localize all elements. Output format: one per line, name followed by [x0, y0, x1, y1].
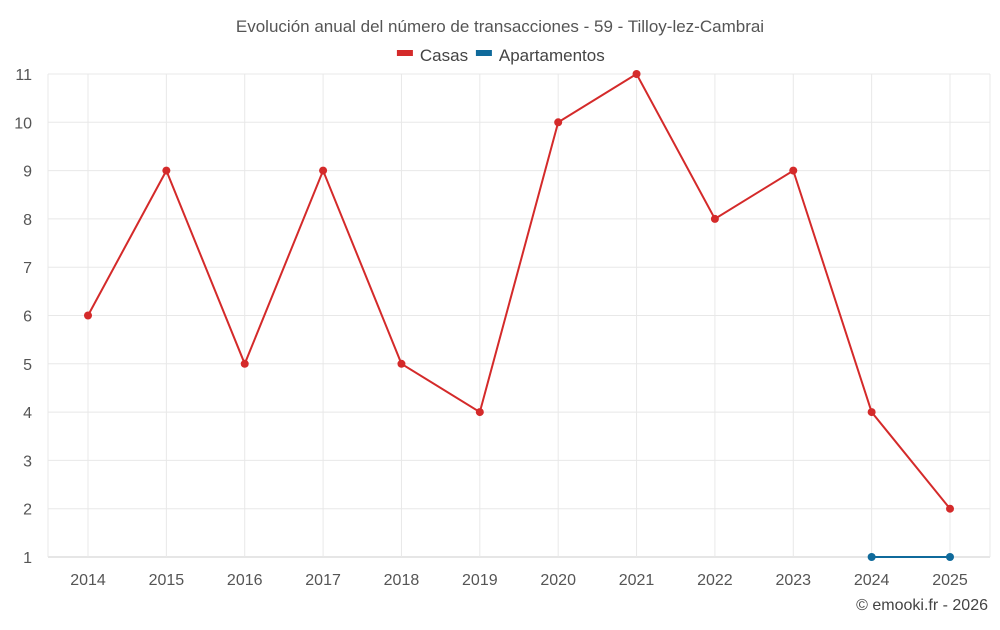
y-tick-label: 11 [15, 67, 32, 84]
x-tick-label: 2015 [149, 572, 185, 589]
data-point[interactable] [867, 408, 876, 417]
data-point[interactable] [946, 504, 954, 513]
data-point[interactable] [867, 553, 876, 561]
x-tick-label: 2019 [462, 572, 498, 589]
data-point[interactable] [397, 359, 406, 368]
grid-lines [47, 73, 991, 558]
credit-text: © emooki.fr - 2026 [856, 597, 988, 614]
legend-item-casas[interactable]: Casas [396, 46, 468, 65]
series-casas [84, 70, 954, 513]
y-tick-label: 1 [23, 550, 32, 567]
y-tick-label: 10 [14, 115, 32, 132]
y-tick-label: 5 [23, 357, 32, 374]
data-point[interactable] [84, 311, 92, 320]
x-tick-label: 2025 [932, 572, 968, 589]
chart-title: Evolución anual del número de transaccio… [236, 17, 764, 36]
legend-label: Apartamentos [499, 46, 605, 65]
data-point[interactable] [162, 166, 171, 175]
y-tick-label: 8 [23, 212, 32, 229]
x-tick-label: 2023 [775, 572, 811, 589]
axes: 1 2 3 4 5 6 7 8 9 10 11 2014 2015 2016 2017 2018 2019 202… [14, 67, 968, 589]
legend-label: Casas [420, 46, 468, 65]
series-line [87, 72, 951, 510]
data-point[interactable] [240, 359, 249, 368]
y-tick-label: 4 [23, 405, 32, 422]
x-tick-label: 2017 [305, 572, 341, 589]
y-tick-label: 2 [23, 502, 32, 519]
x-tick-label: 2021 [619, 572, 655, 589]
y-tick-label: 6 [23, 309, 32, 326]
data-point[interactable] [946, 553, 954, 561]
data-point[interactable] [554, 118, 563, 127]
legend-swatch [396, 50, 413, 56]
data-point[interactable] [319, 166, 328, 175]
series-apartamentos [867, 553, 954, 561]
y-tick-label: 7 [23, 260, 32, 277]
x-tick-label: 2016 [227, 572, 263, 589]
legend: Casas Apartamentos [396, 46, 605, 65]
legend-swatch [475, 50, 492, 56]
y-tick-label: 9 [23, 164, 32, 181]
y-tick-label: 3 [23, 453, 32, 470]
x-tick-label: 2024 [854, 572, 890, 589]
x-tick-label: 2020 [540, 572, 576, 589]
data-point[interactable] [475, 408, 484, 417]
x-tick-label: 2022 [697, 572, 733, 589]
data-point[interactable] [632, 70, 641, 78]
data-point[interactable] [789, 166, 798, 175]
legend-item-apartamentos[interactable]: Apartamentos [475, 46, 605, 65]
data-point[interactable] [710, 214, 719, 223]
x-tick-label: 2018 [384, 572, 420, 589]
series-layer [84, 70, 954, 561]
x-tick-label: 2014 [70, 572, 106, 589]
